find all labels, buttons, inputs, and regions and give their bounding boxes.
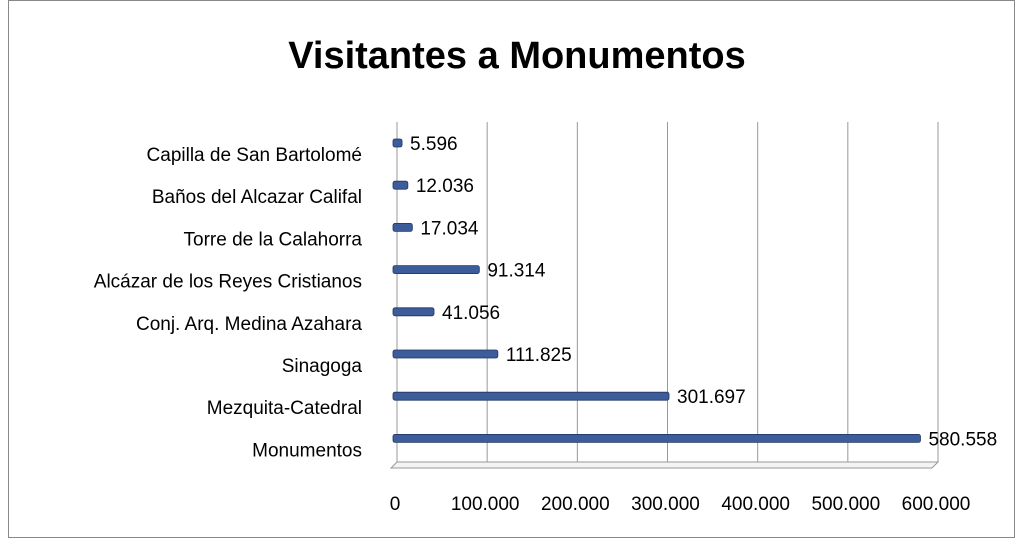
floor [389,461,940,469]
x-tick-label: 500.000 [811,494,880,515]
value-label: 41.056 [442,303,500,324]
bar [392,433,921,443]
x-tick-label: 300.000 [631,494,700,515]
value-label: 17.034 [420,218,479,239]
bar [392,138,403,148]
x-tick-label: 400.000 [721,494,790,515]
chart-border [8,0,1015,538]
value-label: 5.596 [410,134,458,155]
y-tick-label: Conj. Arq. Medina Azahara [136,314,362,335]
value-label: 111.825 [506,345,572,366]
x-tick-label: 100.000 [451,494,520,515]
x-tick-label: 0 [390,494,401,515]
y-tick-label: Capilla de San Bartolomé [147,145,362,166]
y-tick-label: Baños del Alcazar Califal [152,187,362,208]
x-tick-label: 200.000 [541,494,610,515]
bar [392,180,409,190]
y-tick-label: Alcázar de los Reyes Cristianos [94,272,362,293]
value-label: 12.036 [416,176,474,197]
x-tick-label: 600.000 [902,494,971,515]
bar [392,222,413,232]
value-label: 91.314 [487,261,546,282]
bar [392,391,670,401]
y-tick-label: Mezquita-Catedral [207,398,362,419]
bar [392,265,480,275]
chart-title: Visitantes a Monumentos [288,35,746,77]
y-tick-label: Torre de la Calahorra [184,229,363,250]
bar [392,349,499,359]
y-tick-label: Monumentos [252,440,362,461]
value-label: 301.697 [677,387,746,408]
value-label: 580.558 [928,429,997,450]
bar [392,307,435,317]
y-tick-label: Sinagoga [282,356,363,377]
